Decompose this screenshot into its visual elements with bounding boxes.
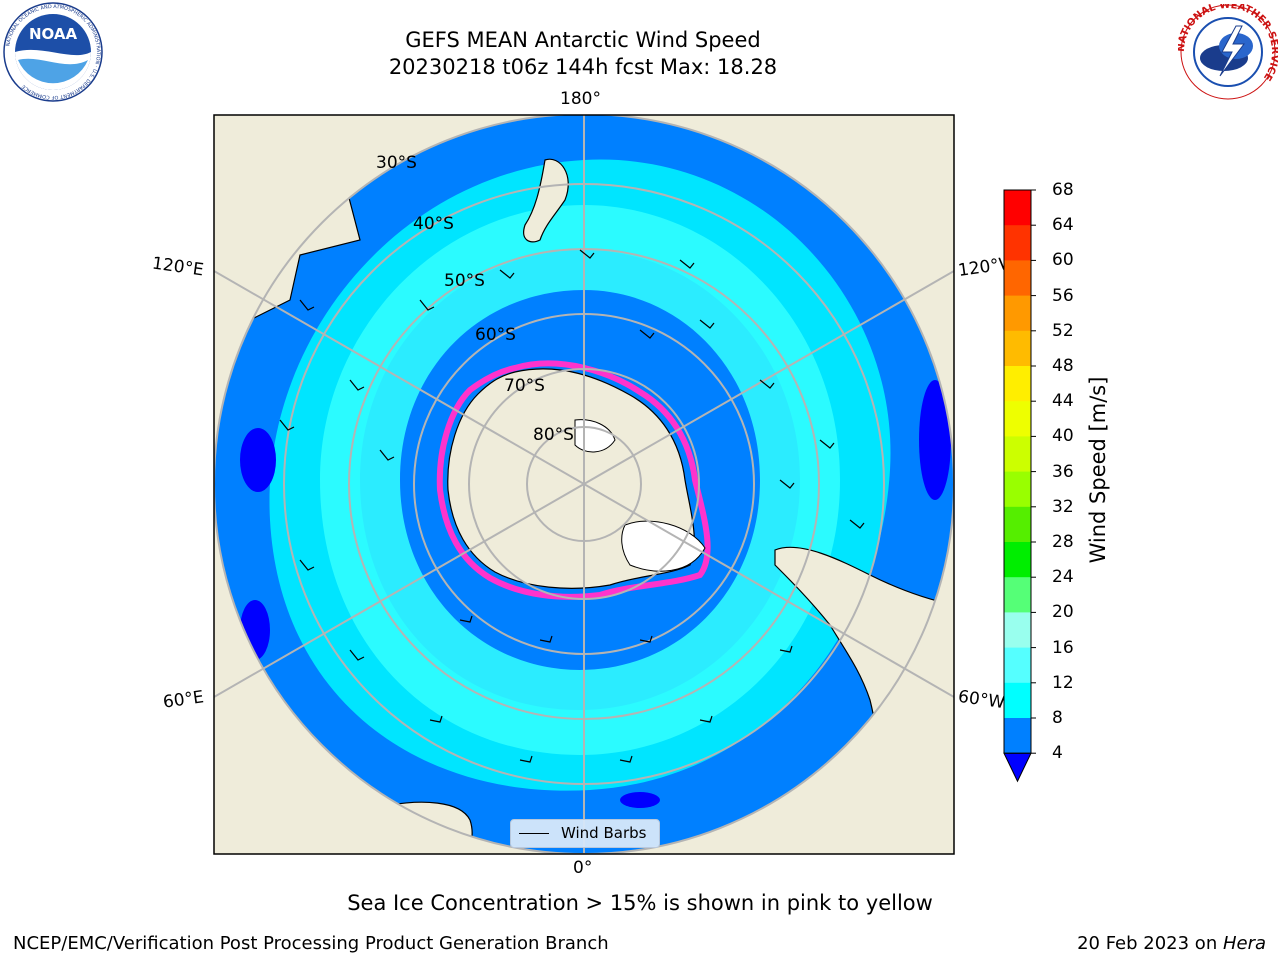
colorbar-tick-label: 20	[1052, 602, 1074, 623]
lon-label-0: 0°	[573, 858, 593, 878]
graticule	[214, 115, 954, 854]
colorbar-tick-label: 12	[1052, 672, 1074, 693]
footer-credit: NCEP/EMC/Verification Post Processing Pr…	[13, 933, 609, 954]
colorbar-segment	[1004, 260, 1031, 297]
colorbar-tick-label: 16	[1052, 637, 1074, 658]
colorbar-segment	[1004, 506, 1031, 543]
colorbar-label: Wind Speed [m/s]	[1086, 376, 1110, 564]
colorbar-segment	[1004, 718, 1031, 754]
colorbar-segment	[1004, 577, 1031, 613]
colorbar-tick-label: 8	[1052, 708, 1063, 728]
colorbar-segment	[1004, 366, 1031, 402]
colorbar-segment	[1004, 190, 1031, 226]
colorbar-tick-label: 36	[1052, 461, 1074, 482]
map-title: GEFS MEAN Antarctic Wind Speed	[405, 28, 761, 52]
lat-label-70s: 70°S	[504, 376, 545, 396]
wind-barbs-legend: Wind Barbs	[510, 819, 660, 848]
colorbar-tick-label: 44	[1052, 391, 1074, 412]
lat-label-60s: 60°S	[475, 325, 516, 345]
colorbar-segment	[1004, 682, 1031, 719]
colorbar-tick-label: 4	[1052, 743, 1063, 764]
colorbar-tick-label: 28	[1052, 532, 1074, 552]
colorbar-segment	[1004, 542, 1031, 578]
map-subtitle: 20230218 t06z 144h fcst Max: 18.28	[388, 55, 778, 79]
lat-label-50s: 50°S	[444, 271, 485, 291]
sea-ice-caption: Sea Ice Concentration > 15% is shown in …	[347, 891, 933, 915]
colorbar-under-triangle	[1003, 752, 1032, 783]
colorbar-tick-label: 32	[1052, 496, 1074, 517]
legend-label: Wind Barbs	[561, 824, 647, 842]
colorbar-segment	[1004, 471, 1031, 508]
nws-logo: NATIONAL WEATHER SERVICE	[1178, 4, 1278, 100]
colorbar-segment	[1004, 225, 1031, 261]
colorbar-tick-label: 60	[1052, 250, 1074, 271]
lat-label-40s: 40°S	[413, 214, 454, 234]
lat-label-80s: 80°S	[533, 425, 574, 445]
colorbar-tick-label: 24	[1052, 567, 1074, 588]
colorbar-segment	[1004, 330, 1031, 367]
colorbar	[1003, 189, 1036, 783]
colorbar-segment	[1004, 436, 1031, 473]
footer-date: 20 Feb 2023 on Hera	[1077, 933, 1266, 954]
footer-host: Hera	[1222, 933, 1266, 954]
colorbar-tick-label: 48	[1052, 356, 1074, 376]
colorbar-tick-label: 64	[1052, 215, 1074, 236]
colorbar-tick-label: 56	[1052, 285, 1074, 306]
colorbar-tick-label: 40	[1052, 426, 1074, 447]
noaa-logo-text: NOAA	[29, 25, 78, 43]
wind-barbs	[279, 249, 865, 763]
lat-label-30s: 30°S	[376, 153, 417, 173]
colorbar-segment	[1004, 647, 1031, 684]
colorbar-segment	[1004, 401, 1031, 437]
footer-date-text: 20 Feb 2023 on	[1077, 933, 1223, 954]
colorbar-tick-label: 68	[1052, 180, 1074, 200]
lon-label-180: 180°	[560, 89, 601, 109]
colorbar-tick-label: 52	[1052, 320, 1074, 341]
legend-line-swatch	[519, 833, 549, 834]
colorbar-segment	[1004, 612, 1031, 649]
colorbar-segment	[1004, 295, 1031, 332]
noaa-logo: NOAA NATIONAL OCEANIC AND ATMOSPHERIC AD…	[3, 2, 103, 102]
